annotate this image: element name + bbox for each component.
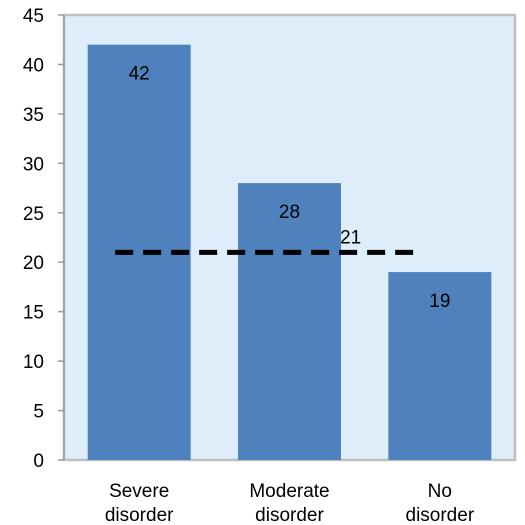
data-label: 42 <box>129 64 150 85</box>
y-tick-label: 5 <box>33 402 44 423</box>
x-tick-label: disorder <box>105 505 174 525</box>
reference-line-label: 21 <box>340 227 361 248</box>
y-tick-label: 20 <box>23 253 44 274</box>
y-tick-label: 10 <box>23 352 44 373</box>
x-tick-label: Moderate <box>249 481 329 502</box>
x-tick-label: Severe <box>109 481 169 502</box>
y-tick-label: 15 <box>23 303 44 324</box>
y-tick-label: 40 <box>23 55 44 76</box>
data-label: 28 <box>279 202 300 223</box>
y-tick-label: 30 <box>23 154 44 175</box>
x-tick-label: No <box>428 481 452 502</box>
bar <box>238 183 341 460</box>
y-tick-label: 25 <box>23 204 44 225</box>
x-tick-label: disorder <box>406 505 475 525</box>
y-tick-label: 45 <box>23 6 44 27</box>
y-tick-label: 0 <box>33 451 44 472</box>
y-tick-label: 35 <box>23 105 44 126</box>
data-label: 19 <box>429 291 450 312</box>
bar <box>388 272 492 460</box>
x-tick-label: disorder <box>255 505 324 525</box>
